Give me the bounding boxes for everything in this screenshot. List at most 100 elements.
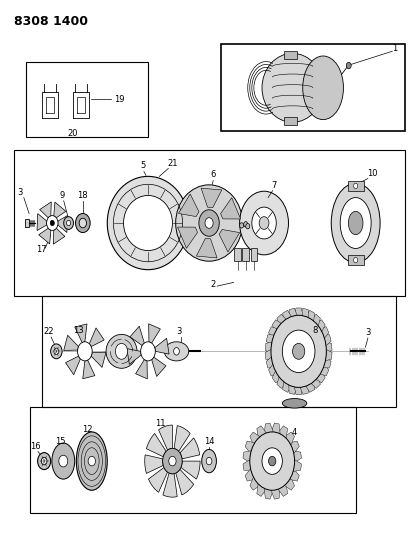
Polygon shape <box>294 308 302 316</box>
Polygon shape <box>243 459 251 472</box>
Circle shape <box>50 220 54 225</box>
Polygon shape <box>305 382 314 392</box>
Text: 16: 16 <box>30 442 40 451</box>
Text: 3: 3 <box>175 327 181 336</box>
Text: 19: 19 <box>114 95 124 104</box>
Polygon shape <box>268 365 276 376</box>
Text: 6: 6 <box>210 171 215 180</box>
Text: 5: 5 <box>140 161 145 171</box>
Circle shape <box>243 222 247 227</box>
Polygon shape <box>180 438 199 459</box>
Text: 8308 1400: 8308 1400 <box>13 14 88 28</box>
Polygon shape <box>148 467 167 492</box>
Circle shape <box>173 348 179 355</box>
Circle shape <box>270 316 326 387</box>
Polygon shape <box>299 385 308 394</box>
Text: 8: 8 <box>312 326 317 335</box>
Polygon shape <box>38 228 51 244</box>
Circle shape <box>51 344 62 359</box>
Polygon shape <box>272 371 281 383</box>
Polygon shape <box>270 423 279 434</box>
Polygon shape <box>310 314 319 326</box>
Text: 11: 11 <box>155 418 165 427</box>
Polygon shape <box>146 433 166 457</box>
Polygon shape <box>65 356 80 375</box>
Text: 17: 17 <box>36 245 47 254</box>
Circle shape <box>268 456 275 466</box>
Polygon shape <box>263 488 273 499</box>
Circle shape <box>63 216 73 229</box>
Polygon shape <box>75 324 87 343</box>
Text: 1: 1 <box>391 44 396 53</box>
Polygon shape <box>177 227 197 248</box>
Text: 3: 3 <box>17 188 22 197</box>
Bar <box>284 117 296 125</box>
Polygon shape <box>89 328 104 346</box>
Polygon shape <box>40 202 51 218</box>
Ellipse shape <box>239 191 288 255</box>
Polygon shape <box>270 488 279 499</box>
Circle shape <box>79 218 86 228</box>
Polygon shape <box>294 387 302 394</box>
Polygon shape <box>58 215 67 232</box>
Bar <box>26 62 148 136</box>
Circle shape <box>169 456 175 466</box>
Circle shape <box>54 348 58 354</box>
Polygon shape <box>256 426 266 438</box>
Polygon shape <box>148 324 160 343</box>
Ellipse shape <box>175 185 242 261</box>
Polygon shape <box>288 385 297 394</box>
Polygon shape <box>305 310 314 321</box>
Polygon shape <box>144 455 163 473</box>
Bar <box>234 248 240 261</box>
Circle shape <box>41 457 47 465</box>
Polygon shape <box>154 338 169 354</box>
Polygon shape <box>277 484 287 496</box>
Circle shape <box>204 217 213 228</box>
Polygon shape <box>265 357 273 368</box>
Polygon shape <box>130 326 144 345</box>
Polygon shape <box>310 377 319 389</box>
Ellipse shape <box>106 334 137 368</box>
Text: 10: 10 <box>366 169 377 179</box>
Polygon shape <box>162 473 177 497</box>
Circle shape <box>353 257 357 263</box>
Polygon shape <box>220 198 240 219</box>
Circle shape <box>88 456 95 466</box>
Circle shape <box>258 216 268 229</box>
Ellipse shape <box>107 176 188 270</box>
Ellipse shape <box>76 432 107 490</box>
Polygon shape <box>315 371 324 383</box>
Text: 15: 15 <box>55 437 65 446</box>
Polygon shape <box>127 349 141 365</box>
Polygon shape <box>180 461 200 479</box>
Bar <box>347 255 363 265</box>
Text: 7: 7 <box>271 181 276 190</box>
Circle shape <box>198 210 219 236</box>
Circle shape <box>162 448 182 474</box>
Polygon shape <box>151 357 166 376</box>
Polygon shape <box>37 214 47 231</box>
Polygon shape <box>292 459 301 472</box>
Ellipse shape <box>282 399 306 408</box>
Text: 12: 12 <box>81 425 92 434</box>
Circle shape <box>77 342 92 361</box>
Ellipse shape <box>330 183 379 263</box>
Bar <box>250 248 256 261</box>
Polygon shape <box>319 327 328 338</box>
Polygon shape <box>277 426 287 438</box>
Ellipse shape <box>164 342 188 361</box>
Polygon shape <box>245 469 254 481</box>
Circle shape <box>58 455 67 467</box>
Polygon shape <box>245 441 254 454</box>
Polygon shape <box>54 202 66 218</box>
Polygon shape <box>265 335 273 345</box>
Circle shape <box>115 343 127 359</box>
Polygon shape <box>196 238 216 258</box>
Text: 4: 4 <box>291 427 297 437</box>
Bar <box>25 219 29 227</box>
Polygon shape <box>265 342 271 353</box>
Polygon shape <box>256 484 266 496</box>
Circle shape <box>206 457 211 465</box>
Polygon shape <box>319 365 328 376</box>
